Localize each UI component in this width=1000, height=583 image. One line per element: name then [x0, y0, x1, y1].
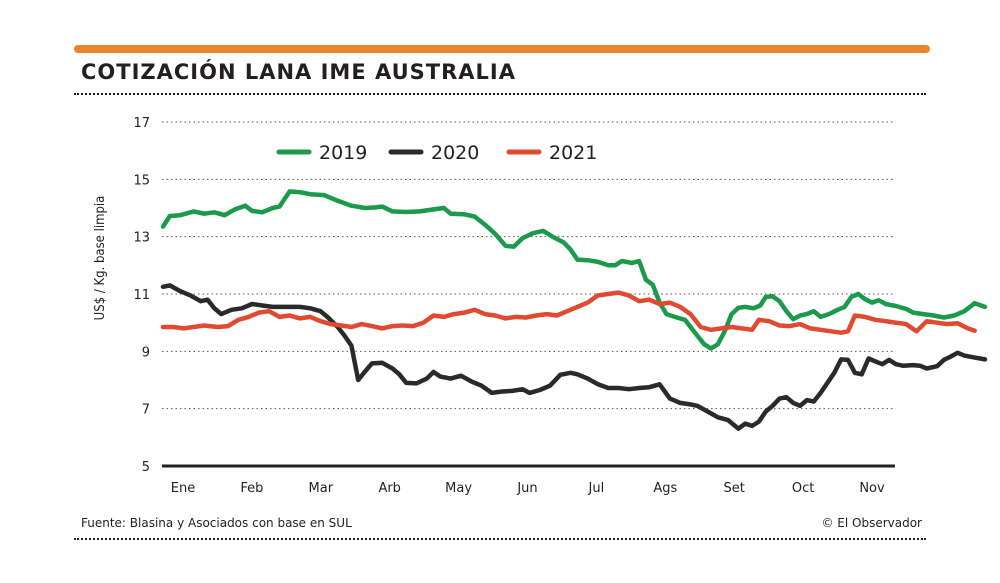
- x-tick-label: Ags: [653, 481, 677, 496]
- y-tick-label: 15: [133, 173, 150, 188]
- x-tick-label: May: [445, 481, 472, 496]
- x-tick-label: Ene: [171, 481, 195, 496]
- x-tick-label: Feb: [240, 481, 263, 496]
- x-tick-label: Set: [724, 481, 745, 496]
- y-tick-label: 9: [142, 345, 150, 360]
- title-divider: [74, 93, 926, 95]
- header-accent-bar: [74, 45, 930, 53]
- x-tick-label: Oct: [792, 481, 814, 496]
- y-tick-label: 7: [142, 403, 150, 418]
- series-line-2021: [160, 290, 977, 335]
- series-line-2019: [160, 189, 988, 351]
- legend-label-2019: 2019: [319, 142, 367, 164]
- y-axis-label: US$ / Kg. base limpia: [93, 196, 108, 321]
- copyright-credit: © El Observador: [821, 516, 922, 530]
- chart-title: COTIZACIÓN LANA IME AUSTRALIA: [81, 60, 516, 84]
- footer-divider: [74, 538, 926, 540]
- x-tick-label: Jul: [588, 481, 605, 496]
- x-tick-label: Arb: [378, 481, 401, 496]
- legend-label-2021: 2021: [549, 142, 597, 164]
- source-note: Fuente: Blasina y Asociados con base en …: [81, 516, 352, 530]
- series-line-2020: [160, 283, 988, 431]
- y-tick-label: 17: [133, 116, 150, 131]
- y-tick-label: 5: [142, 460, 150, 475]
- y-tick-label: 11: [133, 288, 150, 303]
- x-tick-label: Nov: [859, 481, 885, 496]
- x-tick-label: Jun: [516, 481, 537, 496]
- y-tick-label: 13: [133, 231, 150, 246]
- legend-label-2020: 2020: [431, 142, 479, 164]
- x-tick-label: Mar: [309, 481, 334, 496]
